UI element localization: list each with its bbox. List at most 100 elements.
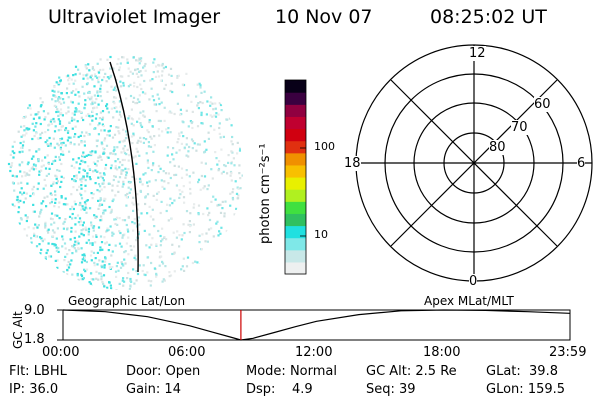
- uv-speckle: [223, 212, 226, 215]
- uv-speckle: [205, 232, 208, 235]
- uv-speckle: [99, 197, 102, 200]
- uv-speckle: [183, 269, 186, 272]
- uv-speckle: [66, 139, 69, 142]
- uv-speckle: [135, 279, 138, 282]
- uv-speckle: [71, 127, 74, 130]
- uv-speckle: [200, 111, 203, 114]
- uv-speckle: [170, 74, 173, 77]
- uv-speckle: [129, 285, 132, 288]
- uv-speckle: [236, 141, 239, 144]
- uv-speckle: [60, 153, 63, 156]
- uv-speckle: [95, 277, 98, 280]
- uv-speckle: [81, 160, 85, 163]
- uv-speckle: [126, 192, 129, 196]
- uv-speckle: [80, 131, 84, 134]
- uv-speckle: [114, 270, 118, 273]
- color-bar-segment: [285, 140, 306, 154]
- uv-speckle: [115, 126, 118, 129]
- uv-speckle: [71, 212, 74, 216]
- uv-speckle: [114, 218, 118, 221]
- uv-speckle: [144, 202, 147, 206]
- uv-speckle: [65, 112, 68, 115]
- uv-speckle: [69, 263, 72, 266]
- uv-speckle: [188, 220, 191, 223]
- uv-speckle: [57, 144, 60, 147]
- uv-speckle: [42, 200, 45, 203]
- uv-speckle: [162, 170, 165, 173]
- uv-speckle: [39, 236, 42, 239]
- uv-speckle: [77, 68, 80, 71]
- uv-speckle: [148, 119, 151, 122]
- uv-speckle: [49, 217, 53, 220]
- uv-speckle: [187, 223, 190, 226]
- uv-speckle: [41, 159, 44, 162]
- uv-speckle: [61, 238, 65, 241]
- uv-speckle: [131, 201, 134, 204]
- uv-speckle: [75, 243, 78, 246]
- uv-speckle: [101, 116, 105, 119]
- timeline-frame: [62, 309, 571, 341]
- uv-speckle: [164, 65, 167, 69]
- uv-speckle: [44, 184, 47, 187]
- uv-speckle: [121, 163, 124, 167]
- uv-speckle: [85, 131, 88, 134]
- uv-speckle: [169, 161, 172, 164]
- uv-speckle: [115, 85, 118, 88]
- uv-speckle: [117, 118, 121, 121]
- uv-speckle: [36, 226, 39, 229]
- uv-speckle: [112, 116, 115, 119]
- uv-speckle: [74, 133, 77, 136]
- uv-speckle: [238, 149, 242, 152]
- uv-speckle: [142, 137, 145, 140]
- uv-speckle: [110, 85, 113, 88]
- uv-speckle: [131, 175, 134, 178]
- uv-speckle: [42, 110, 45, 113]
- uv-speckle: [115, 106, 118, 109]
- uv-speckle: [80, 275, 84, 278]
- color-bar-segment: [285, 177, 306, 190]
- uv-speckle: [195, 149, 198, 152]
- uv-speckle: [163, 187, 166, 190]
- uv-speckle: [90, 192, 93, 195]
- uv-speckle: [66, 228, 69, 231]
- uv-speckle: [78, 167, 81, 170]
- uv-speckle: [35, 235, 39, 238]
- uv-speckle: [118, 217, 121, 220]
- uv-speckle: [47, 144, 50, 147]
- uv-speckle: [20, 181, 23, 184]
- uv-speckle: [66, 131, 70, 134]
- uv-speckle: [96, 90, 99, 93]
- uv-speckle: [144, 69, 147, 72]
- uv-speckle: [213, 128, 216, 131]
- uv-speckle: [230, 162, 233, 165]
- uv-speckle: [81, 177, 84, 180]
- uv-speckle: [56, 180, 59, 183]
- uv-speckle: [21, 175, 24, 178]
- uv-speckle: [30, 237, 33, 240]
- uv-speckle: [13, 140, 16, 143]
- uv-speckle: [54, 193, 57, 197]
- y-tick-label-bottom: 1.8: [24, 332, 45, 347]
- uv-speckle: [160, 255, 163, 258]
- uv-speckle: [59, 185, 62, 189]
- uv-speckle: [118, 282, 121, 285]
- uv-speckle: [98, 154, 101, 157]
- uv-speckle: [91, 197, 94, 200]
- uv-speckle: [70, 193, 73, 196]
- uv-speckle: [63, 242, 67, 245]
- uv-speckle: [111, 250, 114, 253]
- uv-speckle: [90, 103, 93, 106]
- uv-speckle: [219, 103, 223, 107]
- uv-speckle: [61, 125, 64, 128]
- uv-speckle: [199, 84, 202, 87]
- uv-speckle: [199, 101, 202, 104]
- uv-speckle: [27, 226, 30, 229]
- uv-speckle: [123, 251, 126, 254]
- uv-speckle: [179, 193, 182, 196]
- uv-speckle: [141, 183, 144, 186]
- uv-speckle: [211, 115, 214, 118]
- uv-speckle: [65, 92, 68, 95]
- uv-speckle: [230, 140, 233, 143]
- uv-speckle: [75, 177, 78, 180]
- info-seq: Seq: 39: [366, 382, 416, 397]
